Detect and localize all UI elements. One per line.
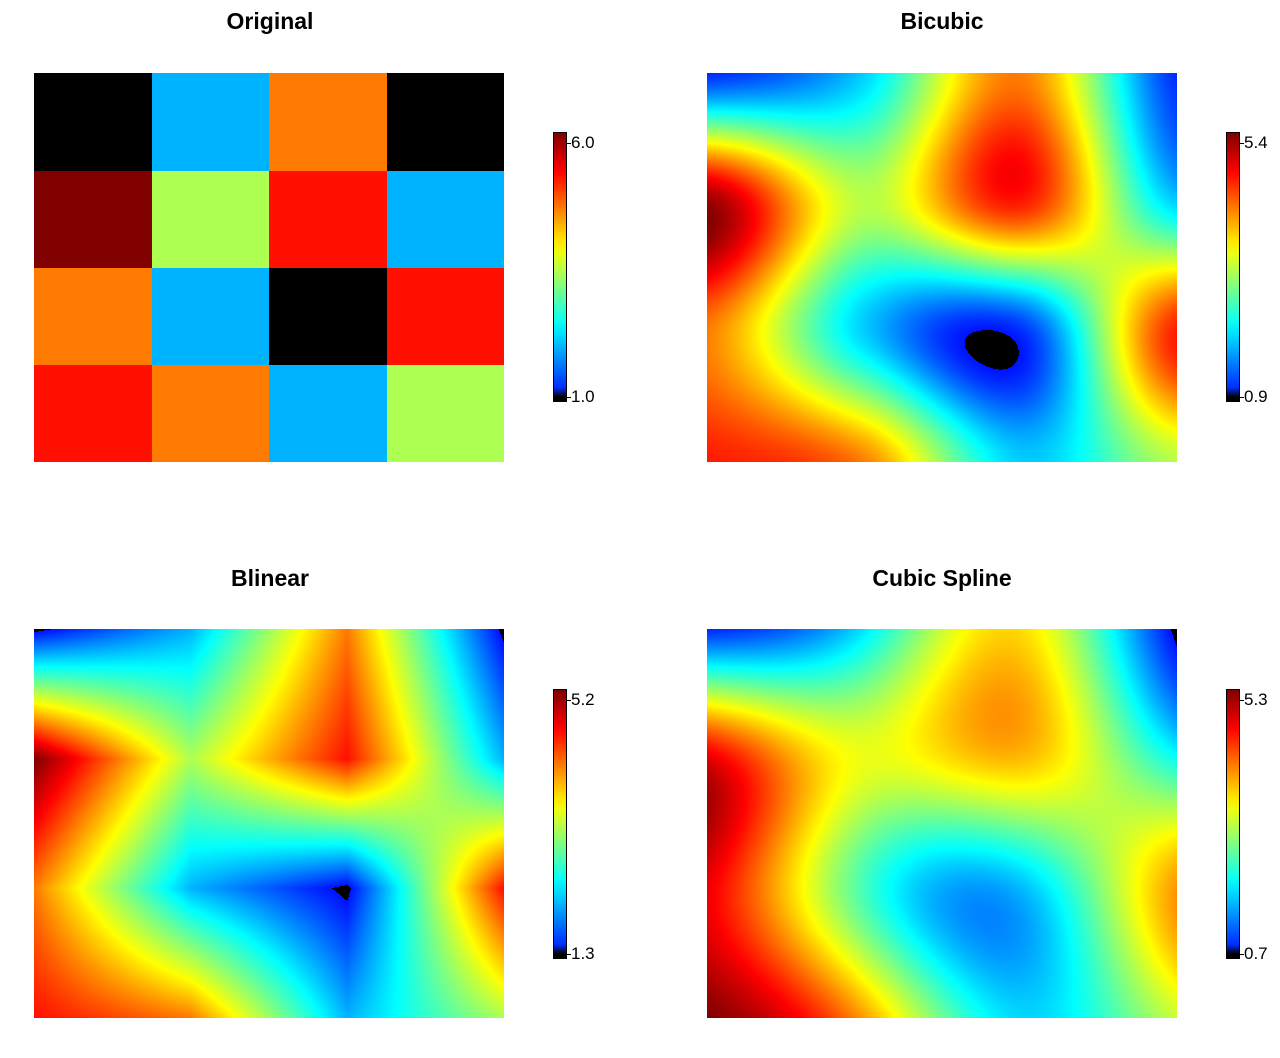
panel-title-original: Original: [226, 8, 314, 34]
colorbar-bilinear-max-label: 5.2: [571, 690, 595, 709]
colorbar-original-min-label: 1.0: [571, 387, 595, 406]
heatmap-original: [34, 73, 504, 462]
colorbar-original-max-label: 6.0: [571, 133, 595, 152]
colorbar-bilinear-max-tick: [566, 700, 571, 701]
colorbar-bilinear: [553, 689, 567, 959]
colorbar-bicubic-min-label: 0.9: [1244, 387, 1268, 406]
heatmap-bicubic: [707, 73, 1177, 462]
colorbar-cubic-spline-max-label: 5.3: [1244, 690, 1268, 709]
colorbar-bicubic-max-tick: [1239, 143, 1244, 144]
heatmap-cubic-spline: [707, 629, 1177, 1018]
panel-title-bilinear: Blinear: [231, 565, 309, 591]
panel-title-cubic-spline: Cubic Spline: [872, 565, 1012, 591]
colorbar-bicubic: [1226, 132, 1240, 402]
colorbar-bilinear-min-label: 1.3: [571, 944, 595, 963]
colorbar-cubic-spline-min-tick: [1239, 954, 1244, 955]
colorbar-cubic-spline-min-label: 0.7: [1244, 944, 1268, 963]
colorbar-cubic-spline: [1226, 689, 1240, 959]
panel-title-bicubic: Bicubic: [900, 8, 984, 34]
colorbar-original: [553, 132, 567, 402]
colorbar-bilinear-min-tick: [566, 954, 571, 955]
colorbar-bicubic-min-tick: [1239, 397, 1244, 398]
colorbar-bicubic-max-label: 5.4: [1244, 133, 1268, 152]
colorbar-original-min-tick: [566, 397, 571, 398]
colorbar-original-max-tick: [566, 143, 571, 144]
colorbar-cubic-spline-max-tick: [1239, 700, 1244, 701]
heatmap-bilinear: [34, 629, 504, 1018]
